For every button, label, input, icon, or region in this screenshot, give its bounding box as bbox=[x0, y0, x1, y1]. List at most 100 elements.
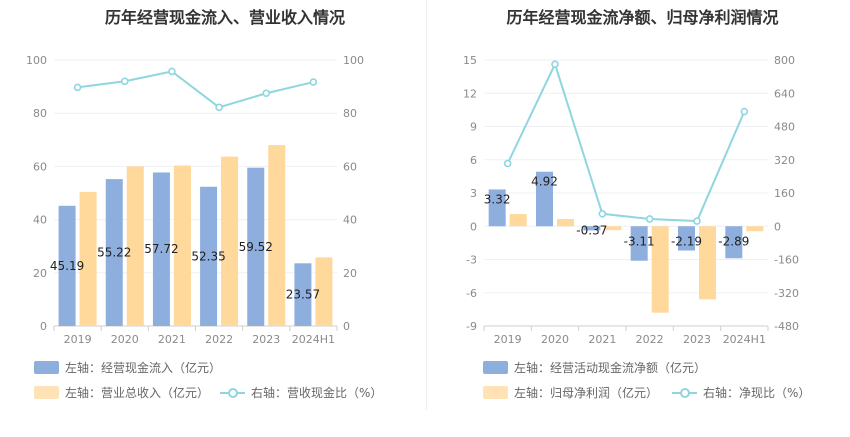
left-chart-orange-bar bbox=[315, 257, 333, 326]
legend-label: 左轴：营业总收入（亿元） bbox=[65, 386, 210, 400]
left-chart-y-right-tick: 40 bbox=[343, 214, 357, 227]
left-chart-orange-bar bbox=[268, 145, 286, 326]
right-chart-data-label: 4.92 bbox=[531, 175, 558, 189]
left-chart-y-left-tick: 40 bbox=[33, 214, 47, 227]
right-chart-y-left-tick: 6 bbox=[470, 154, 477, 167]
left-chart-orange-bar bbox=[79, 191, 97, 326]
right-chart-y-left-tick: 12 bbox=[463, 87, 477, 100]
right-chart-blue-bar bbox=[536, 171, 553, 227]
blue-swatch-icon bbox=[34, 361, 59, 374]
left-legend-item-cash-inflow[interactable]: 左轴：经营现金流入（亿元） bbox=[34, 359, 221, 376]
right-chart-data-label: 3.32 bbox=[484, 192, 511, 206]
left-chart-blue-bar bbox=[200, 186, 218, 326]
right-chart-x-tick-label: 2024H1 bbox=[723, 333, 766, 346]
left-chart-x-tick-label: 2021 bbox=[158, 333, 186, 346]
left-chart-y-right-tick: 20 bbox=[343, 267, 357, 280]
left-chart-y-left-tick: 60 bbox=[33, 160, 47, 173]
right-chart-data-label: -2.89 bbox=[718, 234, 749, 248]
left-chart-x-tick-label: 2020 bbox=[111, 333, 139, 346]
left-chart-y-left-tick: 100 bbox=[26, 54, 47, 67]
right-chart-ratio-point bbox=[551, 60, 559, 68]
line-marker-icon bbox=[220, 386, 245, 399]
left-chart-title: 历年经营现金流入、营业收入情况 bbox=[104, 8, 345, 27]
chart-divider bbox=[426, 0, 427, 410]
right-legend-item-net-profit[interactable]: 左轴：归母净利润（亿元） bbox=[483, 384, 658, 401]
right-chart-y-right-tick: 800 bbox=[774, 54, 795, 67]
left-chart-data-label: 52.35 bbox=[191, 249, 225, 263]
left-chart-y-right-tick: 0 bbox=[343, 320, 350, 333]
right-chart-y-left-tick: -3 bbox=[466, 254, 477, 267]
left-legend-item-ratio[interactable]: 右轴：营收现金比（%） bbox=[220, 384, 382, 401]
right-chart-data-label: -3.11 bbox=[624, 234, 655, 248]
left-chart-orange-bar bbox=[173, 165, 191, 326]
right-chart-title: 历年经营现金流净额、归母净利润情况 bbox=[506, 8, 779, 27]
right-chart-orange-bar bbox=[651, 226, 669, 313]
left-chart-data-label: 55.22 bbox=[97, 246, 131, 260]
right-chart-y-left-tick: -6 bbox=[466, 287, 477, 300]
left-chart-y-left-tick: 80 bbox=[33, 107, 47, 120]
left-chart-ratio-point bbox=[120, 77, 129, 86]
right-chart-ratio-point bbox=[693, 217, 701, 225]
left-chart-ratio-point bbox=[168, 67, 176, 76]
left-chart-orange-bar bbox=[126, 166, 144, 326]
right-chart-ratio-point bbox=[645, 215, 654, 223]
right-chart-y-left-tick: 3 bbox=[470, 187, 477, 200]
left-chart-y-right-tick: 80 bbox=[343, 107, 357, 120]
right-chart-y-right-tick: 160 bbox=[774, 187, 795, 200]
legend-label: 右轴：营收现金比（%） bbox=[251, 386, 383, 400]
orange-swatch-icon bbox=[483, 386, 508, 399]
right-chart-data-label: -0.37 bbox=[576, 223, 607, 237]
left-chart-data-label: 57.72 bbox=[144, 242, 178, 256]
right-chart-y-left-tick: 9 bbox=[470, 121, 477, 134]
right-chart-blue-bar bbox=[630, 226, 648, 261]
right-chart-y-right-tick: 0 bbox=[774, 220, 781, 233]
legend-label: 左轴：经营现金流入（亿元） bbox=[65, 361, 222, 375]
left-chart-ratio-point bbox=[215, 103, 223, 112]
right-chart-ratio-point bbox=[503, 159, 512, 168]
line-marker-icon bbox=[672, 386, 697, 399]
left-legend-item-revenue[interactable]: 左轴：营业总收入（亿元） bbox=[34, 384, 209, 401]
right-chart-y-left-tick: -9 bbox=[466, 320, 477, 333]
right-chart-y-right-tick: 640 bbox=[774, 87, 795, 100]
right-chart-blue-bar bbox=[488, 189, 506, 227]
right-chart-data-label: -2.19 bbox=[671, 234, 702, 248]
left-chart-orange-bar bbox=[221, 156, 239, 326]
right-chart-x-tick-label: 2019 bbox=[494, 333, 522, 346]
left-chart-ratio-line bbox=[77, 70, 314, 109]
right-chart-y-right-tick: -160 bbox=[774, 254, 799, 267]
right-chart-orange-bar bbox=[509, 214, 527, 227]
left-chart-y-right-tick: 60 bbox=[343, 160, 357, 173]
left-chart-ratio-point bbox=[73, 83, 82, 92]
left-chart-data-label: 59.52 bbox=[239, 240, 273, 254]
right-chart-x-tick-label: 2020 bbox=[541, 333, 569, 346]
left-chart-blue-bar bbox=[247, 167, 265, 326]
right-chart-x-tick-label: 2022 bbox=[636, 333, 664, 346]
left-chart-x-tick-label: 2023 bbox=[252, 333, 280, 346]
legend-label: 右轴：净现比（%） bbox=[703, 386, 811, 400]
left-chart-blue-bar bbox=[152, 172, 170, 326]
left-chart-data-label: 23.57 bbox=[286, 288, 320, 302]
right-legend-item-ratio[interactable]: 右轴：净现比（%） bbox=[672, 384, 810, 401]
orange-swatch-icon bbox=[34, 386, 59, 399]
right-chart-blue-bar bbox=[725, 226, 743, 259]
right-chart-orange-bar bbox=[557, 219, 574, 227]
right-chart-y-right-tick: -480 bbox=[774, 320, 799, 333]
right-chart-y-right-tick: -320 bbox=[774, 287, 799, 300]
right-chart-ratio-point bbox=[598, 209, 607, 218]
right-chart-blue-bar bbox=[678, 226, 695, 251]
right-chart-x-tick-label: 2021 bbox=[588, 333, 616, 346]
right-chart-ratio-line bbox=[506, 61, 746, 223]
left-chart-x-tick-label: 2024H1 bbox=[292, 333, 335, 346]
right-chart-y-right-tick: 480 bbox=[774, 121, 795, 134]
left-chart-blue-bar bbox=[58, 205, 76, 326]
right-chart-orange-bar bbox=[699, 226, 716, 300]
legend-label: 左轴：归母净利润（亿元） bbox=[514, 386, 659, 400]
right-chart-y-left-tick: 15 bbox=[463, 54, 477, 67]
right-legend-item-net-cash-flow[interactable]: 左轴：经营活动现金流净额（亿元） bbox=[483, 359, 706, 376]
right-chart-ratio-point bbox=[740, 107, 749, 116]
left-chart-y-right-tick: 100 bbox=[343, 54, 364, 67]
left-chart-blue-bar bbox=[105, 179, 123, 326]
left-chart-x-tick-label: 2022 bbox=[205, 333, 233, 346]
